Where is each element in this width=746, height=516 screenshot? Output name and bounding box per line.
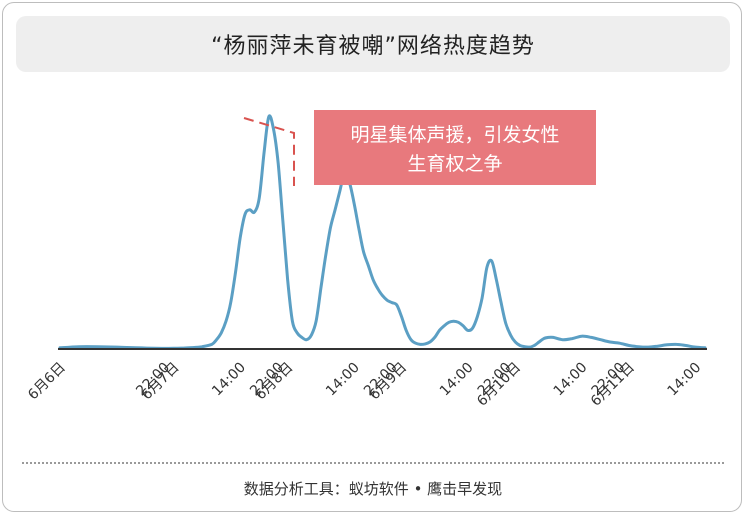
annotation-text-line2: 生育权之争 xyxy=(407,153,502,175)
x-tick-label: 14:00 xyxy=(551,360,591,400)
footer-source: 数据分析工具：蚁坊软件 • 鹰击早发现 xyxy=(243,480,503,498)
annotation-text-line1: 明星集体声援，引发女性 xyxy=(350,124,559,146)
series-line xyxy=(58,114,707,350)
x-tick-label: 14:00 xyxy=(209,360,249,400)
footer-divider xyxy=(22,462,724,464)
x-tick-label: 14:00 xyxy=(664,360,704,400)
annotation-connector xyxy=(243,117,295,186)
annotation-box xyxy=(314,110,596,185)
x-tick-label: 6月6日 xyxy=(25,360,69,404)
x-tick-label: 14:00 xyxy=(323,360,363,400)
chart-title: “杨丽萍未育被嘲”网络热度趋势 xyxy=(16,16,730,72)
x-tick-label: 14:00 xyxy=(437,360,477,400)
